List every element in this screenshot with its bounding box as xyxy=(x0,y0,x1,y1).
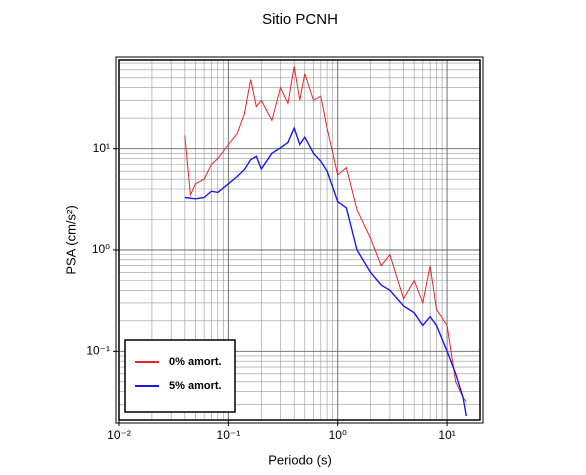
x-axis-label: Periodo (s) xyxy=(268,452,332,467)
x-tick-label: 10¹ xyxy=(438,428,455,442)
y-tick-label: 10⁰ xyxy=(92,242,110,256)
plot-frame-outer xyxy=(115,56,484,424)
legend-box xyxy=(124,339,236,413)
series-line xyxy=(184,66,467,402)
y-tick-label: 10⁻¹ xyxy=(86,343,110,357)
y-axis-label: PSA (cm/s²) xyxy=(63,205,78,274)
plot-frame xyxy=(118,59,481,421)
x-tick-label: 10⁰ xyxy=(329,428,347,442)
series-line xyxy=(184,126,467,417)
legend-label: 5% amort. xyxy=(169,380,222,392)
legend-label: 0% amort. xyxy=(169,356,222,368)
y-tick-label: 10¹ xyxy=(93,141,110,155)
x-tick-label: 10⁻¹ xyxy=(217,428,241,442)
chart-title: Sitio PCNH xyxy=(262,11,338,28)
x-tick-label: 10⁻² xyxy=(107,428,131,442)
